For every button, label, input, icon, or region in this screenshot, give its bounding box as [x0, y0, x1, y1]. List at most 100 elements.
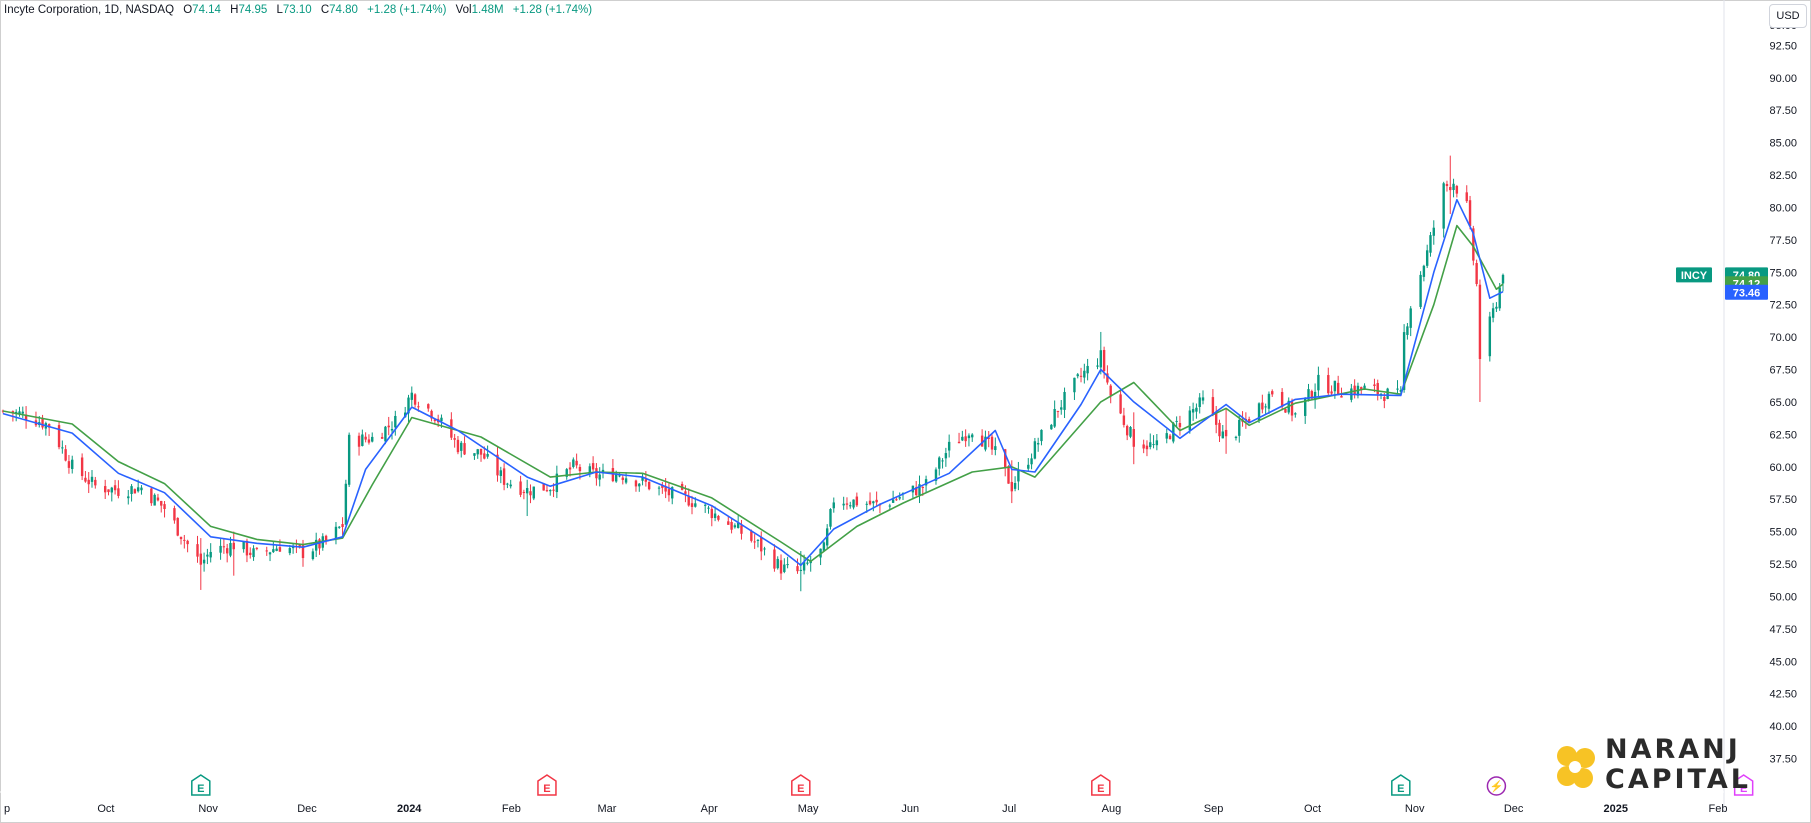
candle-body [288, 548, 292, 554]
candle-body [638, 483, 641, 487]
candle-body [1402, 332, 1406, 390]
x-tick-label: Nov [198, 803, 218, 815]
candle-body [1195, 407, 1198, 412]
candle-body [710, 508, 713, 519]
candle-body [1304, 397, 1307, 416]
earnings-event-label: E [1740, 783, 1747, 795]
candle-body [1449, 187, 1452, 191]
candle-body [529, 491, 532, 496]
candle-body [245, 540, 249, 556]
candle-body [1264, 406, 1267, 408]
candle-body [1353, 385, 1356, 395]
candle-body [1050, 424, 1053, 430]
x-tick-label: Dec [1504, 803, 1524, 815]
ma-blue-badge-bg [1725, 284, 1768, 300]
candle-body [1096, 365, 1099, 367]
candle-body [756, 539, 760, 541]
candle-body [717, 515, 720, 520]
candle-body [1129, 427, 1132, 437]
candle-body [1017, 470, 1020, 482]
candle-body [486, 453, 489, 457]
ma-blue-badge: 73.46 [1733, 287, 1761, 299]
earnings-event-icon[interactable] [1733, 774, 1754, 796]
candle-body [371, 436, 374, 442]
candle-body [341, 524, 344, 528]
candle-body [783, 564, 786, 572]
candle-body [344, 483, 348, 525]
earnings-event-icon[interactable] [191, 774, 211, 796]
y-tick-label: 65.00 [1769, 397, 1797, 409]
volume-label: Vol [455, 4, 472, 16]
candle-body [1498, 287, 1501, 309]
y-tick-label: 47.50 [1769, 624, 1797, 636]
candle-body [1336, 382, 1340, 395]
candle-body [1218, 422, 1221, 437]
candle-body [733, 525, 737, 528]
candle-body [750, 531, 753, 541]
candle-body [1191, 409, 1195, 413]
candle-body [1501, 274, 1505, 284]
dividend-event-icon[interactable] [1486, 776, 1507, 796]
candle-body [1238, 419, 1241, 436]
candle-body [117, 488, 120, 496]
candle-body [103, 486, 107, 493]
candle-body [314, 539, 318, 551]
candle-body [1010, 481, 1013, 492]
candle-body [173, 508, 176, 521]
candle-body [591, 463, 595, 470]
candle-body [1445, 183, 1449, 187]
earnings-event-icon[interactable] [1091, 774, 1111, 796]
candle-body [394, 415, 397, 428]
candle-body [232, 542, 235, 550]
candle-body [806, 562, 809, 564]
candle-body [1122, 415, 1126, 425]
earnings-event-icon[interactable] [1391, 774, 1411, 796]
candle-body [430, 410, 433, 419]
candle-body [249, 552, 252, 556]
candle-body [1056, 410, 1060, 412]
earnings-event-icon[interactable] [791, 774, 811, 796]
candle-body [1201, 397, 1205, 401]
candle-body [707, 507, 710, 509]
candle-body [1234, 436, 1238, 439]
candle-body [849, 505, 852, 507]
candle-body [522, 491, 526, 493]
x-tick-label: 2024 [397, 803, 422, 815]
candle-body [156, 497, 160, 501]
candle-body [1132, 429, 1135, 447]
candle-body [1063, 391, 1066, 410]
candle-body [984, 436, 987, 450]
candle-body [1330, 391, 1333, 394]
candle-body [483, 453, 486, 459]
candle-body [555, 473, 559, 493]
candle-body [967, 435, 971, 439]
candle-body [1399, 390, 1403, 392]
candle-body [222, 546, 226, 548]
candle-body [961, 436, 964, 441]
candle-body [891, 499, 895, 503]
earnings-event-icon[interactable] [537, 774, 557, 796]
y-tick-label: 67.50 [1769, 365, 1797, 377]
candle-body [463, 443, 466, 455]
currency-button[interactable]: USD [1769, 4, 1807, 28]
candle-body [298, 545, 301, 547]
candle-body [453, 438, 456, 440]
candle-body [740, 525, 743, 534]
candle-body [255, 547, 259, 549]
candle-body [1360, 387, 1363, 390]
candle-body [1224, 429, 1228, 437]
y-tick-label: 95.00 [1769, 20, 1797, 32]
y-tick-label: 85.00 [1769, 138, 1797, 150]
candle-body [760, 537, 763, 552]
candle-body [694, 503, 697, 507]
candle-body [799, 569, 803, 571]
candle-body [1386, 388, 1389, 400]
symbol-legend: Incyte Corporation, 1D, NASDAQ O74.14 H7… [4, 4, 592, 16]
candle-body [1165, 433, 1168, 439]
candle-body [614, 474, 618, 482]
brand-line-2: CAPITAL [1605, 764, 1751, 795]
earnings-event-label: E [797, 783, 804, 795]
candle-body [1333, 380, 1337, 392]
candle-body [1036, 443, 1040, 445]
